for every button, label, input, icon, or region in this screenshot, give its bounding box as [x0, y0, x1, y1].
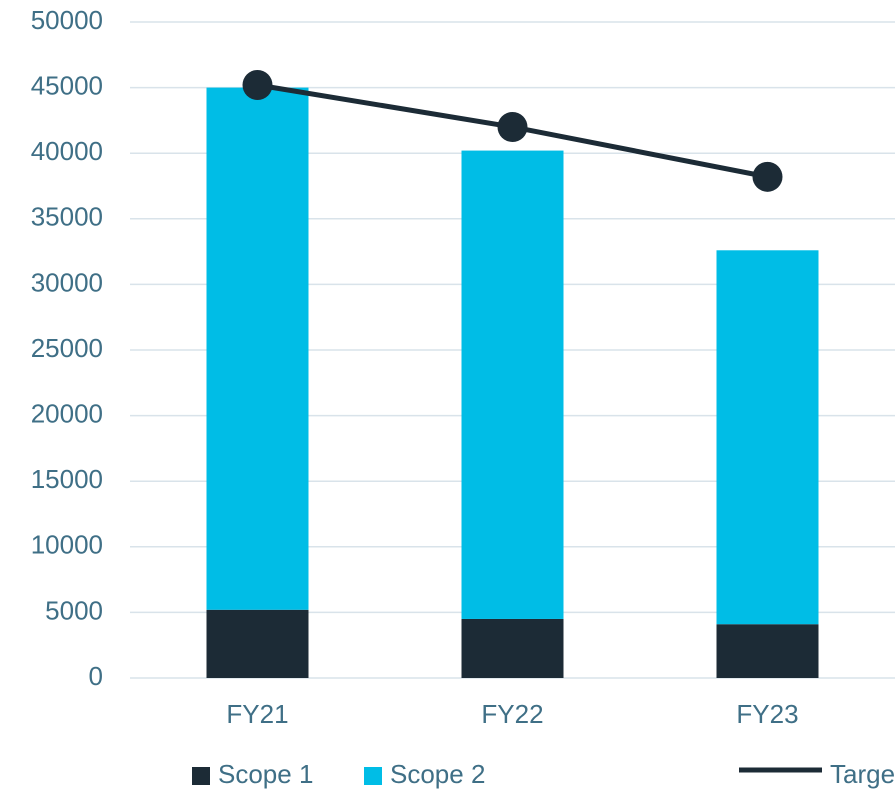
bar — [461, 150, 564, 619]
y-tick-label: 45000 — [31, 70, 103, 100]
legend-swatch — [364, 767, 382, 785]
line-marker — [752, 161, 783, 192]
bar — [206, 609, 309, 678]
x-tick-label: FY22 — [481, 699, 543, 729]
bar — [716, 624, 819, 678]
y-tick-label: 5000 — [45, 595, 103, 625]
line-marker — [497, 111, 528, 142]
y-tick-label: 35000 — [31, 202, 103, 232]
x-tick-label: FY23 — [736, 699, 798, 729]
y-tick-label: 30000 — [31, 267, 103, 297]
y-tick-label: 40000 — [31, 136, 103, 166]
legend-label: Target Line — [830, 759, 895, 789]
x-tick-label: FY21 — [226, 699, 288, 729]
y-tick-label: 10000 — [31, 530, 103, 560]
bar — [716, 250, 819, 625]
legend-label: Scope 2 — [390, 759, 485, 789]
legend-swatch — [192, 767, 210, 785]
y-tick-label: 15000 — [31, 464, 103, 494]
y-tick-label: 0 — [89, 661, 103, 691]
y-tick-label: 25000 — [31, 333, 103, 363]
bar — [206, 87, 309, 610]
y-tick-label: 50000 — [31, 5, 103, 35]
bar — [461, 618, 564, 678]
legend-label: Scope 1 — [218, 759, 313, 789]
y-tick-label: 20000 — [31, 398, 103, 428]
line-marker — [242, 69, 273, 100]
